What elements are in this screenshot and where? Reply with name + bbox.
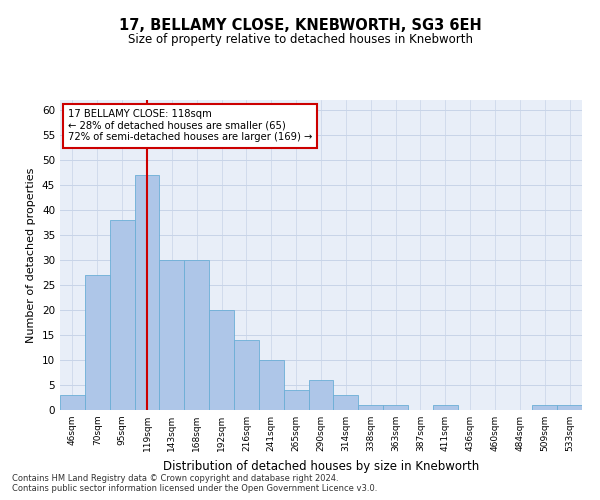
Bar xyxy=(209,310,234,410)
Bar xyxy=(308,380,334,410)
Text: Size of property relative to detached houses in Knebworth: Size of property relative to detached ho… xyxy=(128,32,473,46)
Bar xyxy=(334,395,358,410)
Bar xyxy=(234,340,259,410)
Bar xyxy=(184,260,209,410)
Bar xyxy=(532,405,557,410)
Bar xyxy=(110,220,134,410)
X-axis label: Distribution of detached houses by size in Knebworth: Distribution of detached houses by size … xyxy=(163,460,479,472)
Bar xyxy=(284,390,308,410)
Text: Contains public sector information licensed under the Open Government Licence v3: Contains public sector information licen… xyxy=(12,484,377,493)
Y-axis label: Number of detached properties: Number of detached properties xyxy=(26,168,37,342)
Bar xyxy=(160,260,184,410)
Bar xyxy=(259,360,284,410)
Bar xyxy=(358,405,383,410)
Bar xyxy=(85,275,110,410)
Bar xyxy=(383,405,408,410)
Text: 17, BELLAMY CLOSE, KNEBWORTH, SG3 6EH: 17, BELLAMY CLOSE, KNEBWORTH, SG3 6EH xyxy=(119,18,481,32)
Text: Contains HM Land Registry data © Crown copyright and database right 2024.: Contains HM Land Registry data © Crown c… xyxy=(12,474,338,483)
Bar xyxy=(433,405,458,410)
Bar xyxy=(134,175,160,410)
Text: 17 BELLAMY CLOSE: 118sqm
← 28% of detached houses are smaller (65)
72% of semi-d: 17 BELLAMY CLOSE: 118sqm ← 28% of detach… xyxy=(68,110,312,142)
Bar xyxy=(557,405,582,410)
Bar xyxy=(60,395,85,410)
